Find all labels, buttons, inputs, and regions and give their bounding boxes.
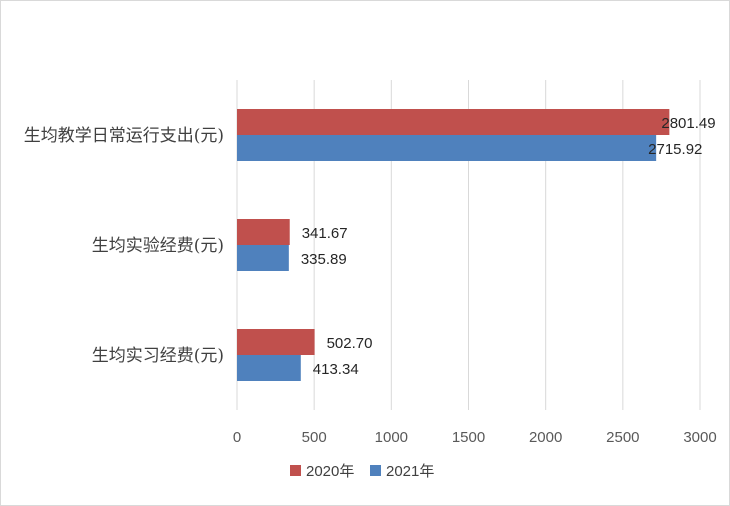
legend-swatch [290, 465, 301, 476]
data-labels: 2801.49 2715.92 341.67 335.89 502.70 413.34 [301, 115, 716, 378]
bar-series2-cat2 [237, 245, 289, 271]
data-label: 335.89 [301, 251, 347, 268]
bar-series1-cat1 [237, 109, 670, 135]
legend-label: 2021年 [386, 463, 434, 480]
x-tick-label: 1500 [452, 429, 485, 446]
data-label: 2801.49 [661, 115, 715, 132]
data-label: 502.70 [327, 335, 373, 352]
bars [237, 109, 670, 381]
x-tick-label: 2500 [606, 429, 639, 446]
x-tick-label: 2000 [529, 429, 562, 446]
x-tick-labels: 0 500 1000 1500 2000 2500 3000 [233, 429, 717, 446]
x-tick-label: 1000 [375, 429, 408, 446]
bar-series2-cat3 [237, 355, 301, 381]
bar-series1-cat3 [237, 329, 315, 355]
category-label: 生均教学日常运行支出(元) [24, 126, 224, 146]
legend-swatch [370, 465, 381, 476]
category-labels: 生均教学日常运行支出(元) 生均实验经费(元) 生均实习经费(元) [24, 126, 224, 366]
x-tick-label: 3000 [683, 429, 716, 446]
data-label: 2715.92 [648, 141, 702, 158]
category-label: 生均实验经费(元) [92, 236, 224, 256]
category-label: 生均实习经费(元) [92, 346, 224, 366]
bar-series2-cat1 [237, 135, 657, 161]
data-label: 413.34 [313, 361, 359, 378]
legend-label: 2020年 [306, 463, 354, 480]
legend: 2020年 2021年 [290, 463, 434, 480]
bar-series1-cat2 [237, 219, 290, 245]
x-tick-label: 500 [302, 429, 327, 446]
data-label: 341.67 [302, 225, 348, 242]
x-tick-label: 0 [233, 429, 241, 446]
